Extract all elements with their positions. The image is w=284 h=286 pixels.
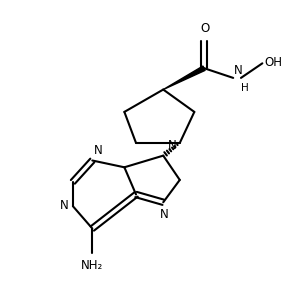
Text: N: N: [168, 139, 177, 152]
Text: N: N: [234, 64, 243, 77]
Text: NH₂: NH₂: [81, 259, 103, 272]
Text: N: N: [94, 144, 103, 157]
Text: OH: OH: [264, 56, 282, 69]
Polygon shape: [163, 66, 205, 90]
Text: H: H: [241, 83, 249, 93]
Text: N: N: [60, 199, 69, 212]
Text: N: N: [160, 208, 169, 221]
Text: O: O: [201, 22, 210, 35]
